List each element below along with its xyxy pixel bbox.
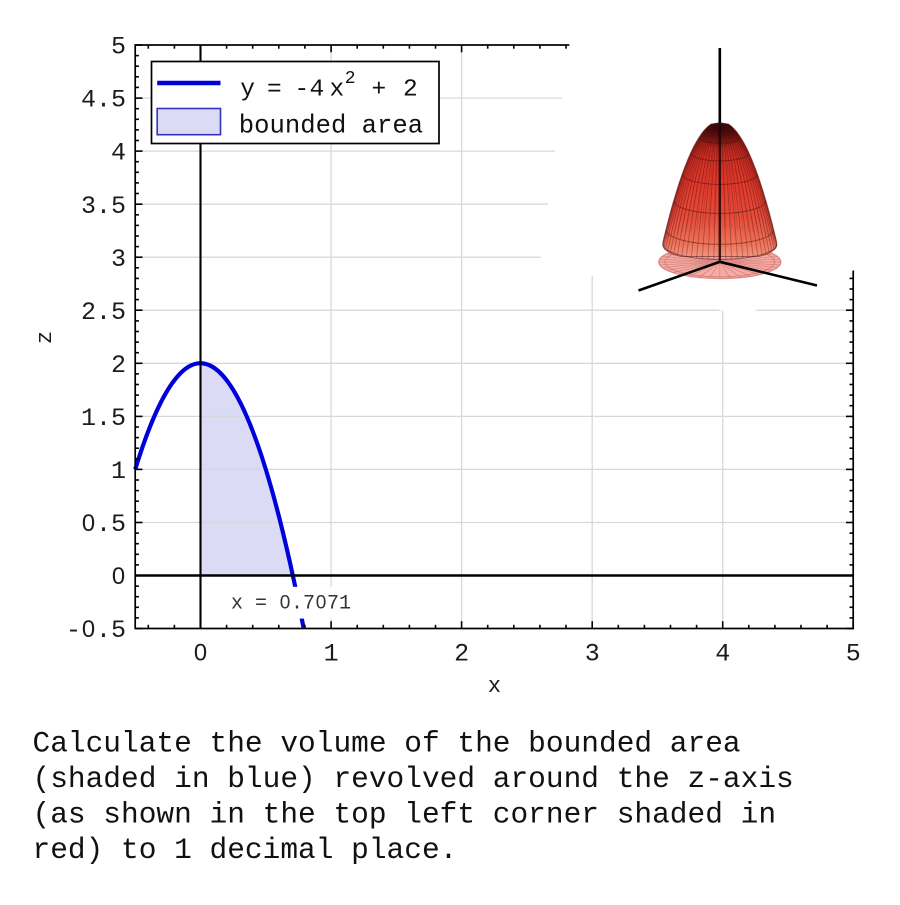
svg-text:x: x (488, 674, 501, 699)
svg-text:.: . (96, 298, 111, 327)
svg-text:3: 3 (111, 245, 126, 274)
svg-text:2: 2 (454, 639, 469, 668)
svg-text:x: x (330, 76, 345, 103)
svg-text:=: = (255, 592, 267, 615)
svg-text:1: 1 (111, 457, 126, 486)
svg-text:red) to 1 decimal place.: red) to 1 decimal place. (33, 833, 458, 867)
svg-text:z: z (33, 331, 58, 344)
svg-text:.: . (96, 192, 111, 221)
svg-text:5: 5 (111, 404, 126, 433)
svg-text:2: 2 (111, 351, 126, 380)
svg-text:.: . (96, 404, 111, 433)
svg-text:-: - (66, 616, 81, 645)
svg-text:(shaded in blue) revolved arou: (shaded in blue) revolved around the z-a… (33, 762, 794, 796)
svg-text:x: x (231, 592, 243, 615)
svg-text:0: 0 (194, 639, 207, 666)
svg-text:0: 0 (316, 592, 327, 613)
svg-text:4: 4 (715, 639, 730, 668)
svg-text:-: - (295, 76, 310, 103)
svg-text:4: 4 (81, 86, 96, 115)
svg-text:5: 5 (111, 510, 126, 539)
svg-text:5: 5 (111, 616, 126, 645)
svg-text:5: 5 (111, 192, 126, 221)
svg-text:1: 1 (339, 592, 351, 615)
svg-text:.: . (96, 616, 111, 645)
svg-text:3: 3 (585, 639, 600, 668)
svg-text:4: 4 (310, 76, 325, 103)
svg-text:5: 5 (846, 639, 861, 668)
svg-text:0: 0 (82, 616, 95, 643)
svg-text:.: . (96, 510, 111, 539)
svg-text:.: . (291, 592, 303, 615)
svg-text:2: 2 (345, 69, 356, 89)
svg-text:5: 5 (111, 86, 126, 115)
svg-text:bounded area: bounded area (239, 112, 423, 141)
svg-text:(as shown in the top left corn: (as shown in the top left corner shaded … (33, 797, 777, 831)
svg-text:4: 4 (111, 139, 126, 168)
svg-text:Calculate the volume of the bo: Calculate the volume of the bounded area (33, 727, 741, 761)
svg-text:3: 3 (81, 192, 96, 221)
svg-text:0: 0 (280, 592, 291, 613)
svg-text:y: y (240, 76, 255, 103)
svg-text:+: + (372, 76, 387, 103)
svg-text:5: 5 (111, 298, 126, 327)
svg-text:2: 2 (81, 298, 96, 327)
svg-text:1: 1 (81, 404, 96, 433)
svg-text:7: 7 (303, 592, 315, 615)
svg-text:2: 2 (403, 76, 418, 103)
svg-text:=: = (267, 76, 282, 103)
svg-text:1: 1 (324, 639, 339, 668)
svg-text:0: 0 (82, 510, 95, 537)
svg-text:.: . (96, 86, 111, 115)
svg-text:0: 0 (112, 563, 125, 590)
svg-text:7: 7 (327, 592, 339, 615)
svg-text:5: 5 (111, 33, 126, 62)
